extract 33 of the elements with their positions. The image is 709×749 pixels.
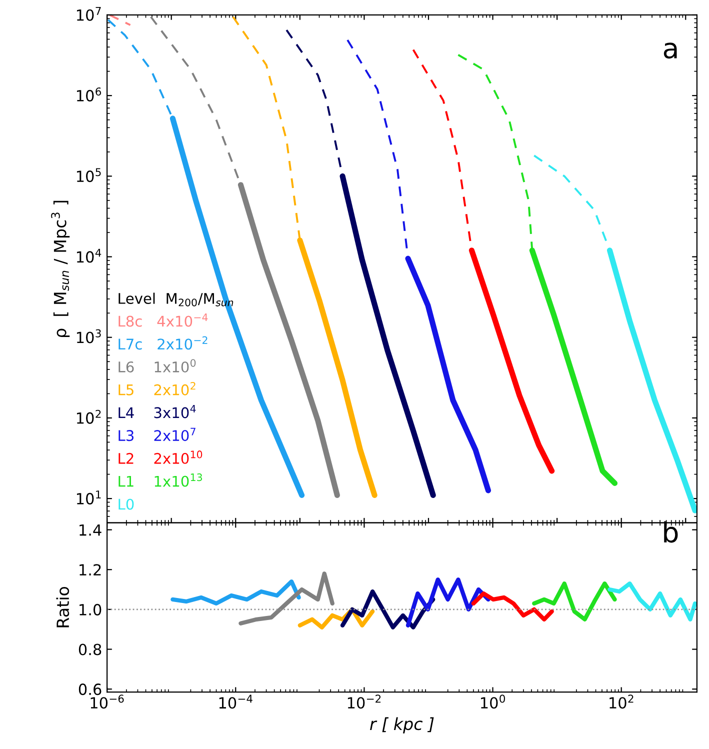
text: L6 1x10$^{0}$: [118, 359, 196, 372]
line-series: [532, 581, 617, 622]
y-axis-title: Ratio: [56, 586, 70, 628]
y-tick-label: 0.6: [78, 684, 102, 696]
text: L0: [118, 498, 134, 510]
y-tick-label: 10$^{3}$: [76, 329, 101, 344]
text: L1 1x10$^{13}$: [118, 473, 202, 487]
y-tick-label: 10$^{5}$: [76, 168, 101, 182]
y-tick-label: 1.0: [80, 604, 102, 616]
y-tick-label: 10$^{1}$: [76, 490, 101, 504]
y-tick-label: 10$^{2}$: [76, 410, 101, 424]
x-axis-title: r [ kpc ]: [370, 717, 434, 734]
y-tick-label: 10$^{6}$: [76, 87, 102, 102]
text: L4 3x10$^{4}$: [118, 404, 196, 418]
x-tick-label: 10$^{−2}$: [348, 694, 381, 709]
x-tick-label: 10$^{−4}$: [219, 694, 252, 709]
text: L5 2x10$^{2}$: [118, 382, 196, 396]
x-tick-label: 10$^{0}$: [481, 694, 506, 709]
text: L7c 2x10$^{−2}$: [118, 336, 208, 350]
annotation: a: [664, 42, 677, 59]
x-tick-label: 10$^{−6}$: [90, 694, 124, 709]
y-tick-label: 10$^{7}$: [76, 7, 101, 21]
y-axis-title: ρ [ M$_{sun}$ / Mpc$^{3}$ ]: [51, 200, 70, 337]
y-tick-label: 10$^{4}$: [76, 248, 102, 263]
x-tick-label: 10$^{2}$: [610, 694, 634, 709]
y-tick-label: 0.8: [78, 644, 102, 656]
line-series: [406, 577, 490, 628]
text: L8c 4x10$^{−4}$: [118, 314, 208, 327]
text: L2 2x10$^{10}$: [118, 450, 202, 464]
y-tick-label: 1.2: [80, 564, 101, 576]
y-tick-label: 1.4: [80, 524, 102, 536]
text: L3 2x10$^{7}$: [118, 428, 196, 442]
annotation: b: [664, 521, 678, 543]
